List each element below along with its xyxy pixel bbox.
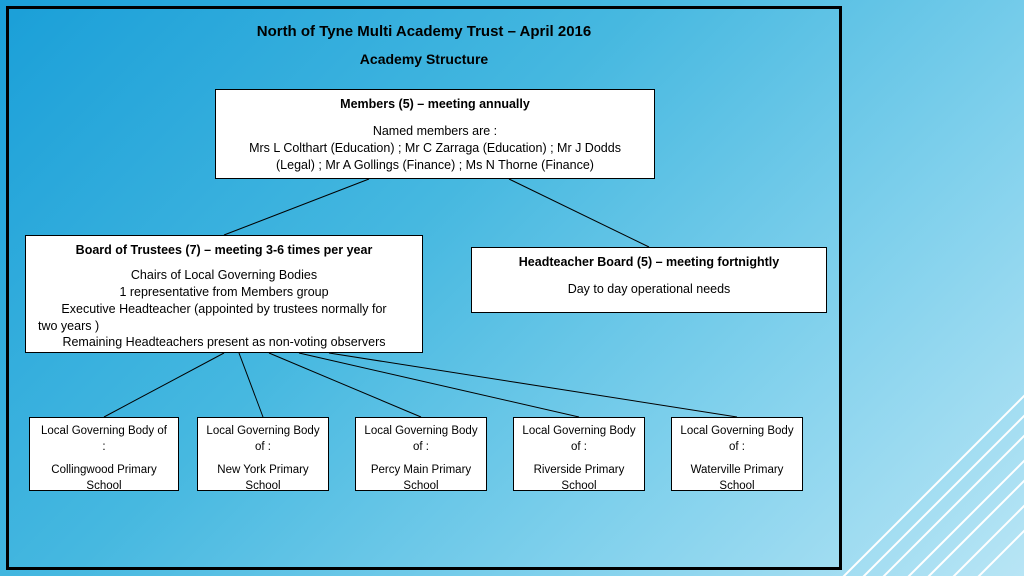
diagram-frame: North of Tyne Multi Academy Trust – Apri…	[6, 6, 842, 570]
slide: North of Tyne Multi Academy Trust – Apri…	[0, 0, 1024, 576]
node-school: Local Governing Body of : Collingwood Pr…	[29, 417, 179, 491]
diagram-subtitle: Academy Structure	[9, 51, 839, 67]
node-text: Local Governing Body of :	[206, 424, 320, 455]
node-text: Remaining Headteachers present as non-vo…	[34, 334, 414, 351]
node-members: Members (5) – meeting annually Named mem…	[215, 89, 655, 179]
node-headteacher: Headteacher Board (5) – meeting fortnigh…	[471, 247, 827, 313]
node-text: two years )	[34, 318, 414, 335]
node-text: Waterville Primary School	[680, 463, 794, 494]
node-school: Local Governing Body of : Waterville Pri…	[671, 417, 803, 491]
node-text: Executive Headteacher (appointed by trus…	[34, 301, 414, 318]
node-text: Local Governing Body of :	[522, 424, 636, 455]
node-text: Riverside Primary School	[522, 463, 636, 494]
node-heading: Headteacher Board (5) – meeting fortnigh…	[480, 254, 818, 271]
node-text: Percy Main Primary School	[364, 463, 478, 494]
node-trustees: Board of Trustees (7) – meeting 3-6 time…	[25, 235, 423, 353]
node-school: Local Governing Body of : Percy Main Pri…	[355, 417, 487, 491]
node-heading: Board of Trustees (7) – meeting 3-6 time…	[34, 242, 414, 259]
node-text: 1 representative from Members group	[34, 284, 414, 301]
node-text: New York Primary School	[206, 463, 320, 494]
node-text: Collingwood Primary School	[38, 463, 170, 494]
node-text: Local Governing Body of :	[680, 424, 794, 455]
node-heading: Members (5) – meeting annually	[224, 96, 646, 113]
node-school: Local Governing Body of : Riverside Prim…	[513, 417, 645, 491]
node-text: Day to day operational needs	[480, 281, 818, 298]
node-text: Local Governing Body of :	[38, 424, 170, 455]
node-text: Chairs of Local Governing Bodies	[34, 267, 414, 284]
node-text: Local Governing Body of :	[364, 424, 478, 455]
node-school: Local Governing Body of : New York Prima…	[197, 417, 329, 491]
node-text: (Legal) ; Mr A Gollings (Finance) ; Ms N…	[224, 157, 646, 174]
node-text: Mrs L Colthart (Education) ; Mr C Zarrag…	[224, 140, 646, 157]
node-text: Named members are :	[224, 123, 646, 140]
diagram-title: North of Tyne Multi Academy Trust – Apri…	[9, 23, 839, 40]
